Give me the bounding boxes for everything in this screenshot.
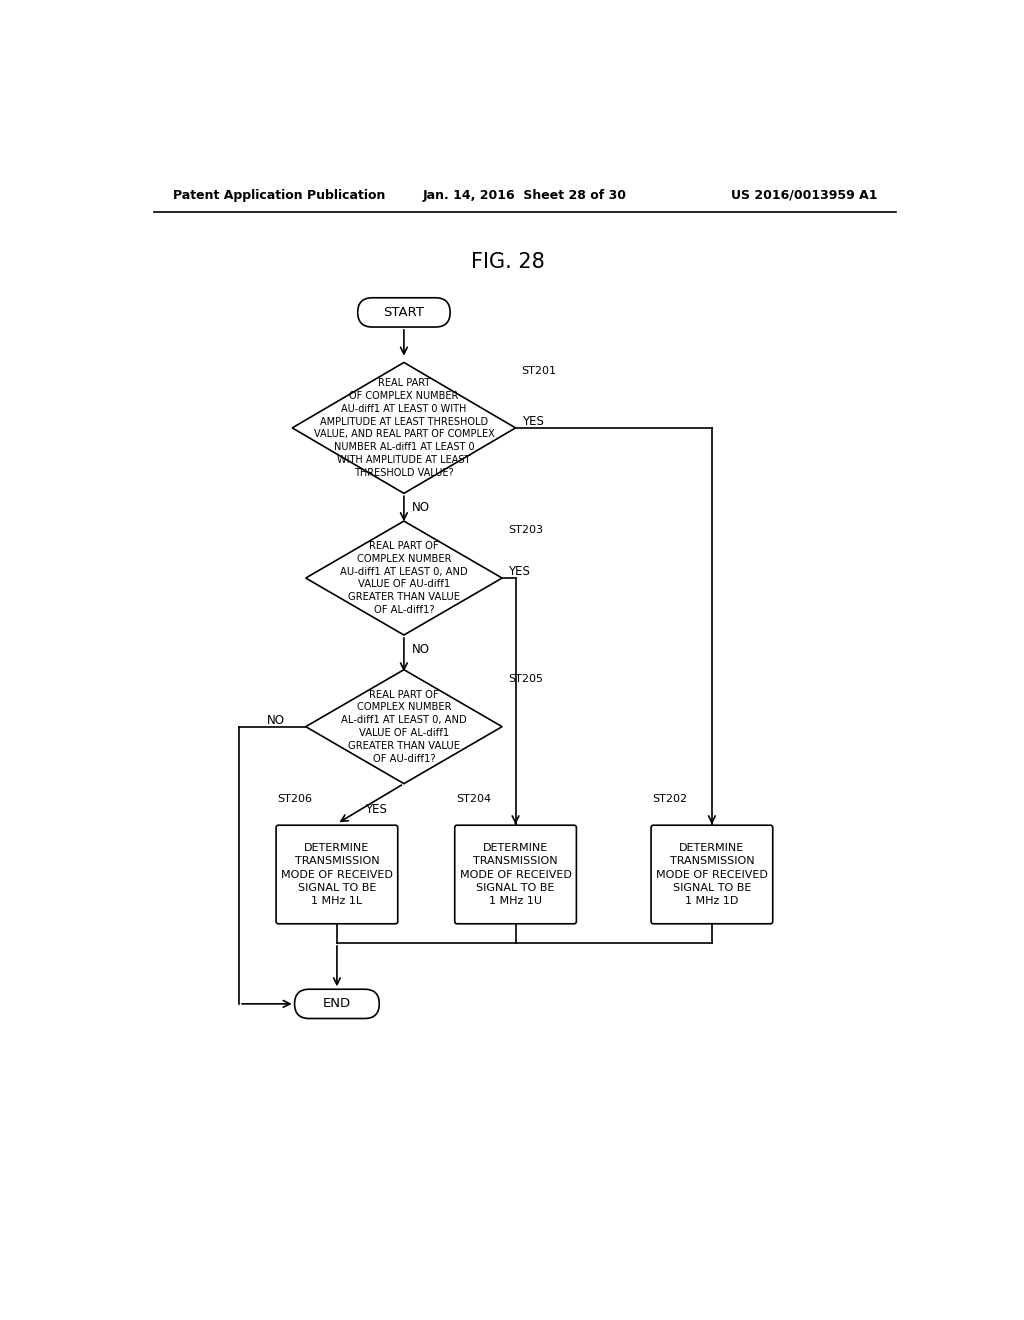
Text: NO: NO <box>267 714 286 727</box>
Text: US 2016/0013959 A1: US 2016/0013959 A1 <box>731 189 878 202</box>
Text: NO: NO <box>412 643 430 656</box>
Text: ST202: ST202 <box>652 793 688 804</box>
Text: REAL PART OF
COMPLEX NUMBER
AU-diff1 AT LEAST 0, AND
VALUE OF AU-diff1
GREATER T: REAL PART OF COMPLEX NUMBER AU-diff1 AT … <box>340 541 468 615</box>
Text: DETERMINE
TRANSMISSION
MODE OF RECEIVED
SIGNAL TO BE
1 MHz 1D: DETERMINE TRANSMISSION MODE OF RECEIVED … <box>656 843 768 906</box>
FancyBboxPatch shape <box>651 825 773 924</box>
Text: FIG. 28: FIG. 28 <box>471 252 545 272</box>
FancyBboxPatch shape <box>357 298 451 327</box>
Text: Jan. 14, 2016  Sheet 28 of 30: Jan. 14, 2016 Sheet 28 of 30 <box>423 189 627 202</box>
Text: ST203: ST203 <box>508 525 544 535</box>
Text: NO: NO <box>412 502 430 513</box>
Text: REAL PART
OF COMPLEX NUMBER
AU-diff1 AT LEAST 0 WITH
AMPLITUDE AT LEAST THRESHOL: REAL PART OF COMPLEX NUMBER AU-diff1 AT … <box>313 378 495 478</box>
FancyBboxPatch shape <box>276 825 397 924</box>
Text: DETERMINE
TRANSMISSION
MODE OF RECEIVED
SIGNAL TO BE
1 MHz 1L: DETERMINE TRANSMISSION MODE OF RECEIVED … <box>281 843 393 906</box>
FancyBboxPatch shape <box>295 989 379 1019</box>
Text: ST204: ST204 <box>457 793 492 804</box>
Text: END: END <box>323 998 351 1010</box>
Polygon shape <box>306 521 502 635</box>
Text: START: START <box>383 306 424 319</box>
Text: REAL PART OF
COMPLEX NUMBER
AL-diff1 AT LEAST 0, AND
VALUE OF AL-diff1
GREATER T: REAL PART OF COMPLEX NUMBER AL-diff1 AT … <box>341 689 467 764</box>
Text: DETERMINE
TRANSMISSION
MODE OF RECEIVED
SIGNAL TO BE
1 MHz 1U: DETERMINE TRANSMISSION MODE OF RECEIVED … <box>460 843 571 906</box>
Text: ST206: ST206 <box>278 793 312 804</box>
Polygon shape <box>306 669 502 784</box>
Text: ST201: ST201 <box>521 367 557 376</box>
FancyBboxPatch shape <box>455 825 577 924</box>
Text: YES: YES <box>508 565 530 578</box>
Text: Patent Application Publication: Patent Application Publication <box>173 189 385 202</box>
Polygon shape <box>292 363 515 494</box>
Text: YES: YES <box>366 803 387 816</box>
Text: ST205: ST205 <box>508 673 544 684</box>
Text: YES: YES <box>521 416 544 428</box>
